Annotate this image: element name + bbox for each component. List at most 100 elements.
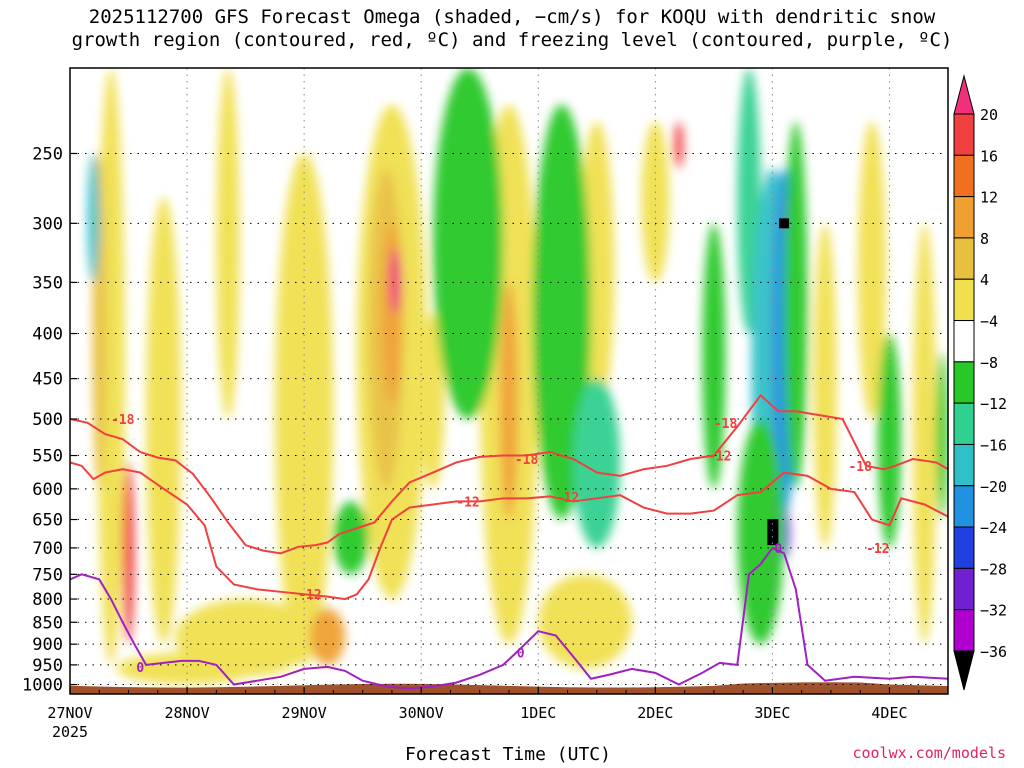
- colorbar-label: −20: [980, 478, 1007, 496]
- colorbar-label: −16: [980, 436, 1007, 454]
- contour-label: -12: [708, 450, 731, 465]
- contour-label: -12: [456, 495, 479, 510]
- omega-max-marker-lower: [767, 519, 779, 546]
- y-tick-label: 750: [32, 565, 63, 585]
- omega-blob-11: [912, 223, 937, 645]
- contour-line-minus18: [70, 393, 948, 555]
- omega-blob-13: [538, 574, 632, 669]
- colorbar-label: 12: [980, 189, 998, 207]
- y-tick-label: 700: [32, 539, 63, 559]
- contour-line-minus12: [70, 461, 948, 601]
- y-tick-label: 900: [32, 635, 63, 655]
- colorbar-swatch: [953, 485, 975, 528]
- chart-title: 2025112700 GFS Forecast Omega (shaded, −…: [0, 6, 1024, 52]
- omega-shading-blobs: [87, 68, 948, 685]
- y-tick-label: 800: [32, 590, 63, 610]
- omega-blob-19: [122, 462, 135, 645]
- colorbar-swatch: [953, 154, 975, 198]
- x-tick-year: 2025: [52, 723, 88, 741]
- colorbar-label: 16: [980, 147, 998, 165]
- contour-label: -18: [714, 417, 738, 432]
- x-tick-label: 27NOV: [47, 704, 92, 722]
- colorbar-swatch: [953, 196, 975, 239]
- x-tick-label: 1DEC: [520, 704, 556, 722]
- title-line-1: 2025112700 GFS Forecast Omega (shaded, −…: [88, 6, 936, 28]
- contour-lines: -18 -18 -18 -18 -12 -12 -12 -12 -12 0 0 0: [70, 393, 948, 690]
- omega-shading: [70, 68, 948, 694]
- omega-blob-33: [737, 419, 785, 645]
- title-line-2: growth region (contoured, red, ºC) and f…: [71, 29, 953, 51]
- omega-blob-3: [274, 153, 334, 665]
- colorbar-label: 20: [980, 106, 998, 124]
- contour-label: 0: [517, 647, 525, 662]
- omega-blob-10: [857, 121, 886, 420]
- colorbar-label: −4: [980, 313, 998, 331]
- omega-blob-35: [877, 333, 902, 548]
- omega-blob-18: [499, 282, 519, 520]
- omega-blob-26: [702, 223, 726, 489]
- colorbar-swatch: [953, 567, 975, 611]
- y-tick-label: 400: [32, 325, 63, 345]
- colorbar-label: −28: [980, 560, 1007, 578]
- colorbar-swatch: [953, 278, 975, 322]
- colorbar-top-arrow: [953, 74, 975, 115]
- colorbar-bottom-arrow: [953, 650, 975, 691]
- x-tick-label: 30NOV: [399, 704, 444, 722]
- omega-max-marker-upper: [779, 218, 790, 229]
- colorbar-swatch: [953, 609, 975, 652]
- y-tick-label: 450: [32, 370, 63, 390]
- omega-blob-5: [421, 313, 445, 489]
- omega-blob-36: [936, 352, 948, 520]
- omega-blob-34: [333, 501, 369, 575]
- omega-blob-24: [532, 104, 591, 520]
- contour-label: -18: [515, 453, 539, 468]
- omega-blob-9: [813, 223, 837, 548]
- y-tick-label: 350: [32, 273, 63, 293]
- contour-label: 0: [774, 542, 782, 557]
- omega-colorbar: 20 16 12 8 4 −4 −8 −12 −16 −20 −24 −28 −32 −36: [953, 74, 1007, 691]
- omega-blob-14: [116, 652, 258, 685]
- colorbar-label: −24: [980, 519, 1007, 537]
- omega-blob-2: [216, 68, 240, 420]
- colorbar-label: −8: [980, 354, 998, 372]
- x-tick-label: 28NOV: [164, 704, 209, 722]
- x-tick-label: 4DEC: [871, 704, 907, 722]
- y-tick-label: 850: [32, 613, 63, 633]
- colorbar-label: −36: [980, 643, 1007, 661]
- contour-label: 0: [136, 661, 144, 676]
- pressure-axis: 2503003504004505005506006507007508008509…: [22, 144, 77, 696]
- y-tick-label: 250: [32, 144, 63, 164]
- colorbar-label: 4: [980, 271, 989, 289]
- contour-label: -12: [556, 491, 579, 506]
- colorbar-label: −32: [980, 602, 1007, 620]
- y-tick-label: 650: [32, 511, 63, 531]
- omega-blob-37: [87, 153, 100, 283]
- y-tick-label: 550: [32, 447, 63, 467]
- source-credit: coolwx.com/models: [852, 744, 1006, 762]
- colorbar-swatch: [953, 361, 975, 404]
- omega-blob-23: [432, 68, 504, 420]
- x-tick-label: 3DEC: [754, 704, 790, 722]
- colorbar-swatch: [953, 113, 975, 156]
- omega-blob-22: [309, 608, 346, 665]
- colorbar-label: −12: [980, 395, 1007, 413]
- colorbar-swatch: [953, 526, 975, 569]
- time-axis: 27NOV 28NOV 29NOV 30NOV 1DEC 2DEC 3DEC 4DEC 2025: [47, 687, 920, 741]
- colorbar-swatch: [953, 402, 975, 445]
- y-tick-label: 500: [32, 410, 63, 430]
- colorbar-swatch: [953, 237, 975, 280]
- colorbar-swatch: [953, 320, 975, 363]
- y-tick-label: 950: [32, 656, 63, 676]
- omega-blob-17: [389, 248, 402, 314]
- omega-blob-32: [784, 121, 808, 489]
- contour-line-0: [70, 546, 948, 690]
- omega-blob-25: [573, 378, 621, 548]
- omega-blob-1: [146, 196, 182, 645]
- y-tick-label: 1000: [22, 676, 63, 696]
- omega-blob-21: [674, 121, 684, 169]
- contour-label: -12: [298, 588, 321, 603]
- contour-label: -18: [111, 413, 135, 428]
- colorbar-swatch: [953, 443, 975, 487]
- y-tick-label: 300: [32, 214, 63, 234]
